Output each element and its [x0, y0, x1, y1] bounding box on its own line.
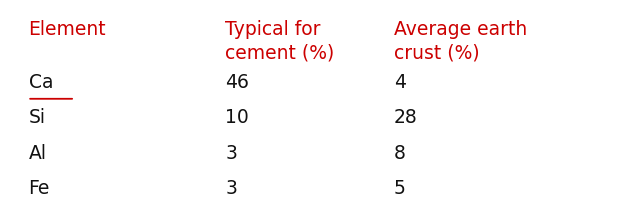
Text: 8: 8 — [394, 144, 406, 163]
Text: Fe: Fe — [29, 179, 50, 198]
Text: 46: 46 — [225, 73, 250, 92]
Text: Element: Element — [29, 20, 106, 39]
Text: Si: Si — [29, 108, 46, 127]
Text: 10: 10 — [225, 108, 249, 127]
Text: Al: Al — [29, 144, 46, 163]
Text: 3: 3 — [225, 144, 237, 163]
Text: 5: 5 — [394, 179, 406, 198]
Text: Average earth
crust (%): Average earth crust (%) — [394, 20, 527, 62]
Text: 3: 3 — [225, 179, 237, 198]
Text: Ca: Ca — [29, 73, 53, 92]
Text: 28: 28 — [394, 108, 417, 127]
Text: 4: 4 — [394, 73, 406, 92]
Text: Typical for
cement (%): Typical for cement (%) — [225, 20, 335, 62]
